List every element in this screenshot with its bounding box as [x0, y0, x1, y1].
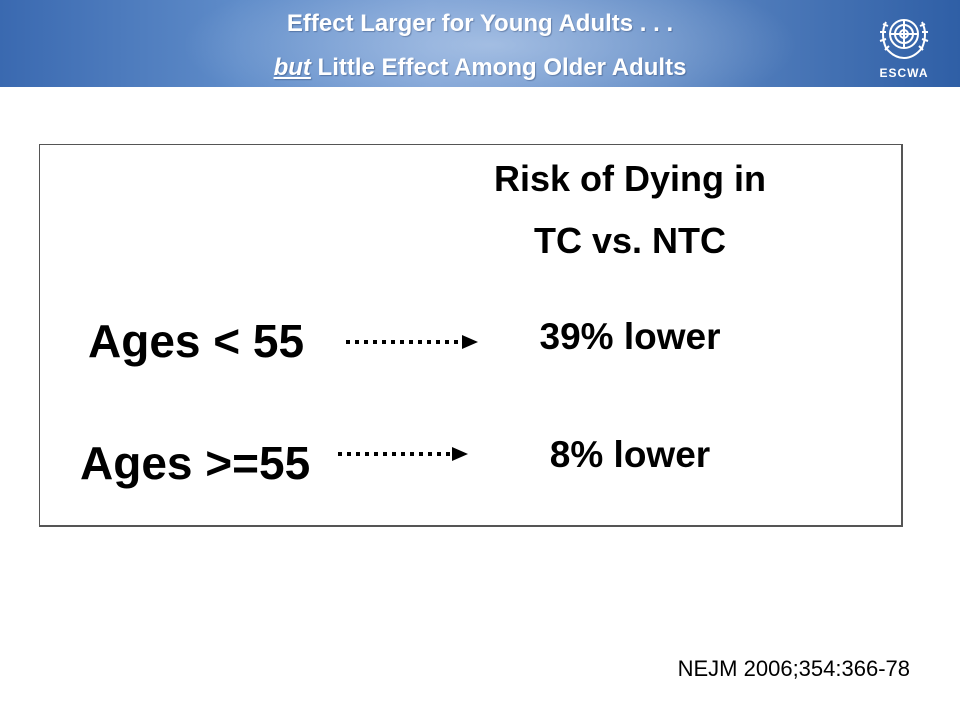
column-header-line1: Risk of Dying in [493, 158, 767, 199]
title-banner: Effect Larger for Young Adults . . . but… [0, 0, 960, 87]
slide-title-line1: Effect Larger for Young Adults . . . [286, 10, 674, 37]
un-emblem-icon [879, 19, 929, 60]
slide-title-line2: but Little Effect Among Older Adults [160, 54, 800, 82]
row-value-young: 39% lower [539, 316, 721, 357]
citation-footnote: NEJM 2006;354:366-78 [677, 656, 910, 681]
column-header-line2: TC vs. NTC [533, 220, 727, 261]
title-emphasis: but [273, 54, 311, 81]
row-label-young: Ages < 55 [88, 315, 305, 367]
row-value-older: 8% lower [549, 434, 711, 475]
banner-glow [180, 0, 800, 87]
content-box [39, 144, 903, 527]
title-line2-rest: Little Effect Among Older Adults [310, 54, 687, 81]
row-label-older: Ages >=55 [80, 437, 311, 489]
logo-text: ESCWA [879, 66, 929, 80]
dotted-arrow-right-icon [346, 335, 478, 349]
escwa-logo: ESCWA [864, 8, 944, 82]
dotted-arrow-right-icon [338, 447, 468, 461]
